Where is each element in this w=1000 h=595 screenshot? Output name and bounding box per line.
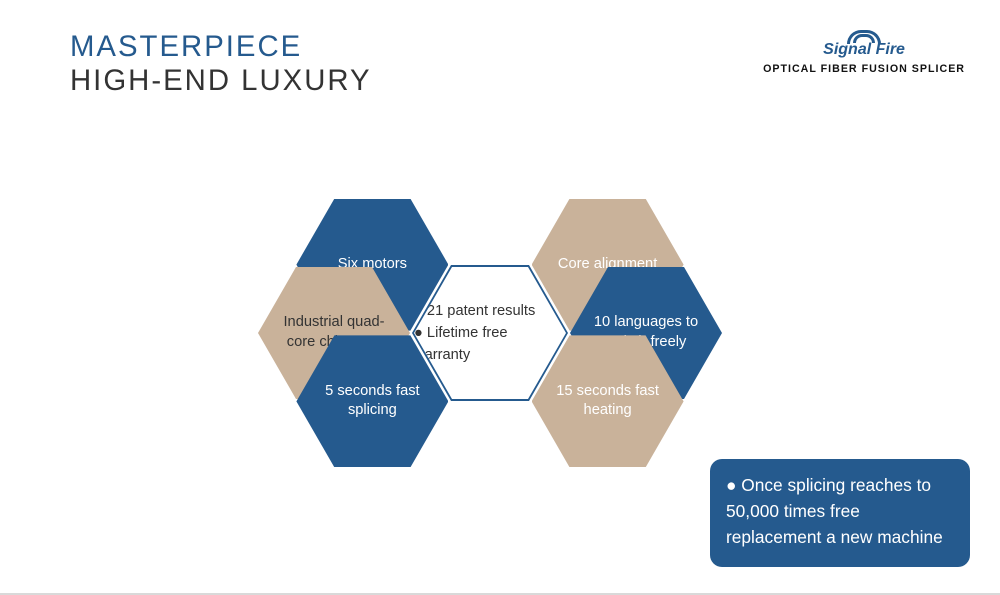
hex-label: 5 seconds fast splicing xyxy=(296,382,448,422)
callout-box: ● Once splicing reaches to 50,000 times … xyxy=(710,459,970,567)
center-bullets: ● 21 patent results● Lifetime free warra… xyxy=(414,300,566,366)
hex-label: 15 seconds fast heating xyxy=(532,382,684,422)
callout-text: ● Once splicing reaches to 50,000 times … xyxy=(726,473,954,551)
hex-center: ● 21 patent results● Lifetime free warra… xyxy=(414,267,566,399)
callout-text-content: Once splicing reaches to 50,000 times fr… xyxy=(726,475,943,547)
